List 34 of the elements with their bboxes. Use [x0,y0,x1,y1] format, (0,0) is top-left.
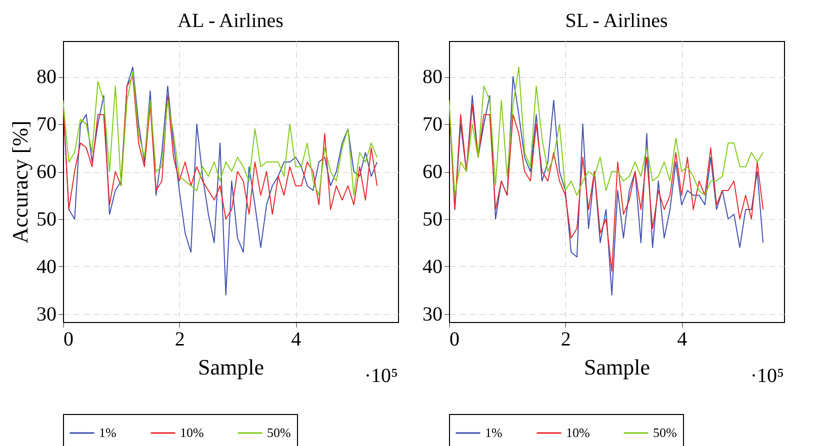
legend-label: 1% [99,425,116,440]
x-axis-title: Sample [198,354,264,380]
x-tick-label: 2 [174,328,185,350]
x-tick-label: 4 [291,328,302,350]
y-tick-label: 70 [422,114,442,136]
y-tick-label: 40 [36,256,56,278]
y-tick-label: 30 [36,303,56,326]
legend-label: 1% [485,425,502,440]
x-tick-label: 0 [450,328,460,350]
y-tick-label: 40 [422,256,442,278]
y-tick-label: 50 [422,208,442,230]
chart-title: SL - Airlines [565,10,668,32]
y-tick-label: 30 [422,303,442,326]
legend-label: 50% [267,425,291,440]
y-tick-label: 80 [422,66,442,88]
legend-label: 50% [653,425,677,440]
y-tick-label: 60 [36,161,56,184]
text: ·10⁵ [364,365,398,387]
line-series [449,66,764,196]
y-axis-title: Accuracy [%] [8,120,32,244]
x-tick-label: 0 [64,328,74,350]
x-tick-label: 2 [560,328,571,350]
y-tick-label: 80 [36,66,56,88]
y-tick-label: 50 [36,208,56,230]
y-tick-label: 70 [36,114,56,136]
y-tick-label: 60 [422,161,442,184]
legend-label: 10% [566,425,590,440]
x-tick-label: 4 [677,328,688,350]
x-axis-title: Sample [584,354,650,380]
chart-title: AL - Airlines [178,10,284,32]
text: ·10⁵ [750,365,784,387]
line-series [63,71,378,196]
legend-label: 10% [180,425,204,440]
line-series [63,76,378,220]
